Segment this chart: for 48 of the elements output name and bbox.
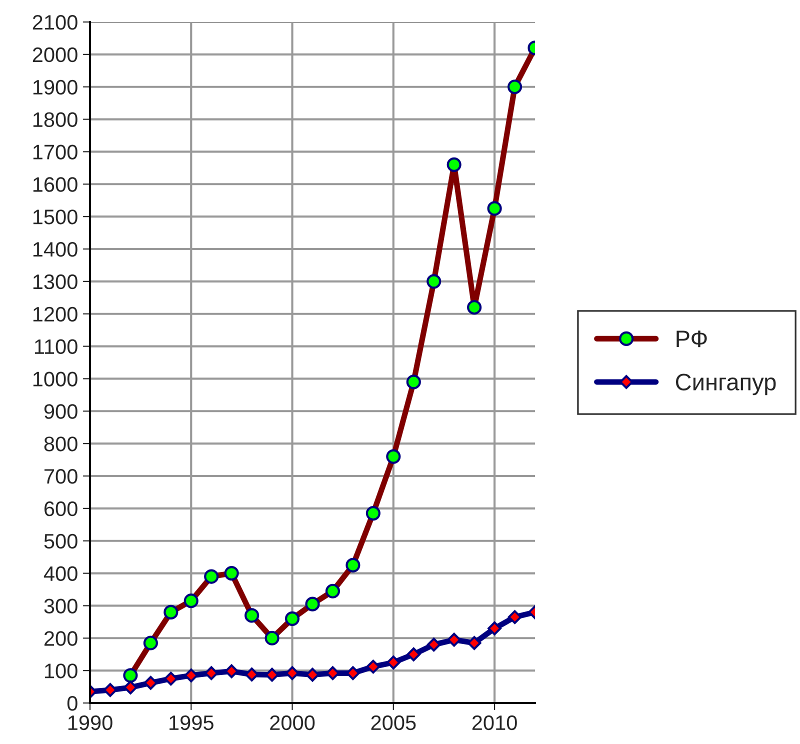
y-tick-label: 200 [44, 631, 78, 646]
y-tick-label: 500 [44, 534, 78, 549]
point [285, 666, 300, 680]
legend-label: РФ [676, 330, 707, 348]
legend-label: Сингапур [676, 374, 776, 396]
y-tick-label: 600 [44, 501, 78, 516]
point [244, 668, 259, 682]
y-tick-label: 2000 [32, 47, 78, 62]
y-tick-label: 0 [67, 696, 78, 711]
point [124, 680, 138, 694]
y-tick-label: 1800 [33, 112, 78, 128]
y-tick-label: 400 [44, 566, 78, 582]
point [224, 664, 239, 678]
point [144, 676, 158, 690]
point [164, 672, 178, 686]
point [346, 666, 360, 680]
point [366, 660, 380, 674]
y-tick-label: 800 [44, 436, 78, 452]
y-tick-label: 100 [45, 664, 78, 678]
y-tick-label: 1500 [33, 210, 78, 224]
x-tick-label: 1995 [170, 715, 214, 730]
y-tick-label: 300 [44, 598, 78, 614]
point [184, 668, 198, 682]
y-tick-label: 1900 [33, 80, 78, 95]
y-tick-label: 1300 [33, 274, 78, 290]
point [406, 647, 421, 662]
x-tick-label: 1990 [68, 715, 112, 730]
y-tick-label: 1700 [33, 144, 78, 160]
y-tick-label: 900 [44, 404, 78, 419]
point [488, 621, 502, 636]
y-tick-label: 1600 [33, 177, 78, 192]
y-tick-label: 1000 [33, 372, 78, 386]
point [426, 638, 441, 652]
point [103, 683, 118, 697]
y-tick-label: 1100 [34, 339, 78, 354]
y-tick-label: 2100 [32, 15, 78, 30]
point [204, 666, 218, 680]
y-tick-label: 1400 [33, 242, 78, 257]
point [467, 636, 482, 650]
x-tick-label: 2000 [270, 715, 315, 730]
x-tick-label: 2005 [371, 715, 416, 730]
y-tick-label: 700 [44, 469, 78, 484]
point [447, 632, 462, 647]
point [306, 668, 320, 682]
x-tick-label: 2010 [472, 715, 517, 730]
point [508, 610, 522, 624]
point [386, 656, 400, 670]
y-tick-label: 1200 [33, 306, 78, 322]
